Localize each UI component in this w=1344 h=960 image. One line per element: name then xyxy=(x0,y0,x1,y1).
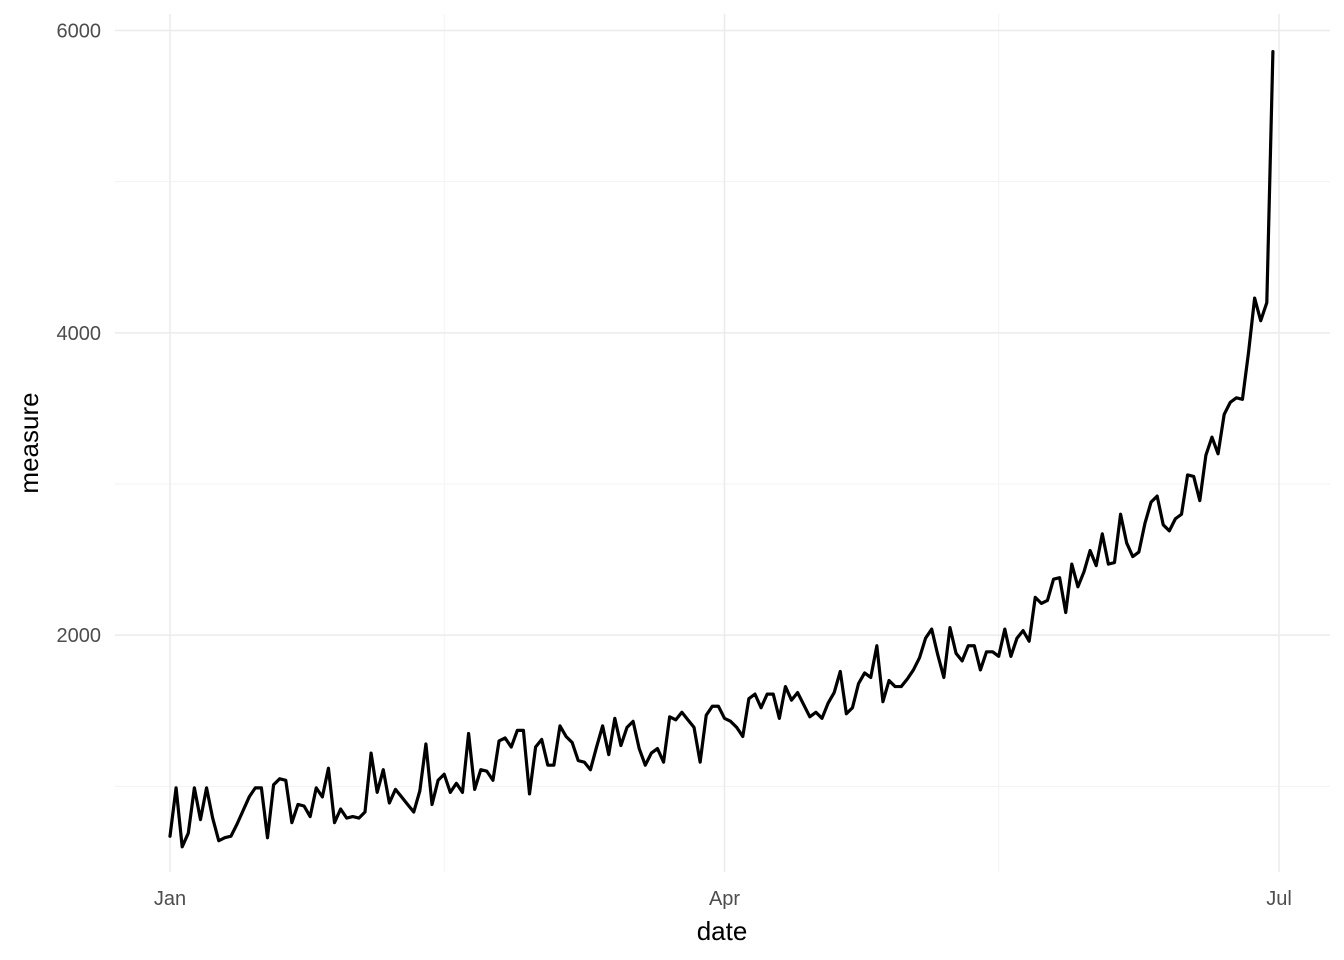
series-layer xyxy=(168,50,1275,849)
x-tick-label: Apr xyxy=(709,888,740,910)
y-axis-tick-labels: 2000 4000 6000 xyxy=(57,21,102,648)
x-tick-label: Jan xyxy=(154,888,186,910)
y-axis-title: measure xyxy=(14,392,44,493)
y-tick-label: 6000 xyxy=(57,21,102,43)
x-tick-label: Jul xyxy=(1266,888,1292,910)
x-axis-tick-labels: Jan Apr Jul xyxy=(154,888,1292,910)
series-line xyxy=(168,50,1275,849)
y-tick-label: 4000 xyxy=(57,323,102,345)
major-gridlines xyxy=(115,14,1330,872)
y-tick-label: 2000 xyxy=(57,625,102,647)
x-axis-title: date xyxy=(697,916,748,946)
minor-gridlines xyxy=(115,14,1330,872)
